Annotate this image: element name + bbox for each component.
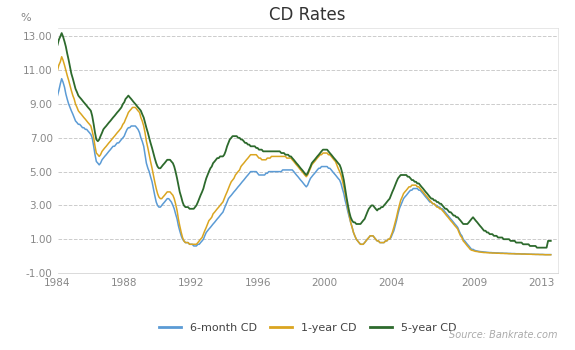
- 1-year CD: [547, 253, 554, 257]
- 1-year CD: [58, 55, 65, 59]
- 1-year CD: [518, 252, 525, 256]
- 5-year CD: [392, 183, 398, 187]
- 5-year CD: [237, 138, 244, 142]
- 6-month CD: [392, 224, 398, 228]
- 1-year CD: [367, 234, 374, 238]
- 1-year CD: [542, 253, 549, 257]
- 5-year CD: [58, 31, 65, 35]
- 6-month CD: [54, 93, 61, 98]
- 1-year CD: [86, 122, 93, 126]
- 6-month CD: [547, 252, 554, 257]
- 1-year CD: [347, 220, 354, 224]
- 5-year CD: [534, 246, 540, 250]
- 1-year CD: [237, 164, 244, 169]
- 6-month CD: [540, 252, 547, 257]
- 5-year CD: [518, 240, 525, 245]
- 6-month CD: [86, 131, 93, 135]
- Text: %: %: [20, 13, 30, 23]
- 1-year CD: [392, 220, 398, 224]
- Text: Source: Bankrate.com: Source: Bankrate.com: [449, 329, 558, 340]
- Legend: 6-month CD, 1-year CD, 5-year CD: 6-month CD, 1-year CD, 5-year CD: [159, 323, 457, 334]
- 5-year CD: [347, 215, 354, 219]
- Line: 6-month CD: 6-month CD: [58, 79, 551, 254]
- 5-year CD: [367, 205, 374, 209]
- 6-month CD: [58, 77, 65, 81]
- 5-year CD: [54, 43, 61, 47]
- 5-year CD: [86, 107, 93, 111]
- 6-month CD: [518, 252, 525, 256]
- Line: 5-year CD: 5-year CD: [58, 33, 551, 248]
- Line: 1-year CD: 1-year CD: [58, 57, 551, 255]
- 1-year CD: [54, 68, 61, 72]
- 6-month CD: [367, 234, 374, 238]
- 5-year CD: [547, 239, 554, 243]
- Title: CD Rates: CD Rates: [269, 6, 346, 24]
- 6-month CD: [347, 220, 354, 224]
- 6-month CD: [237, 181, 244, 186]
